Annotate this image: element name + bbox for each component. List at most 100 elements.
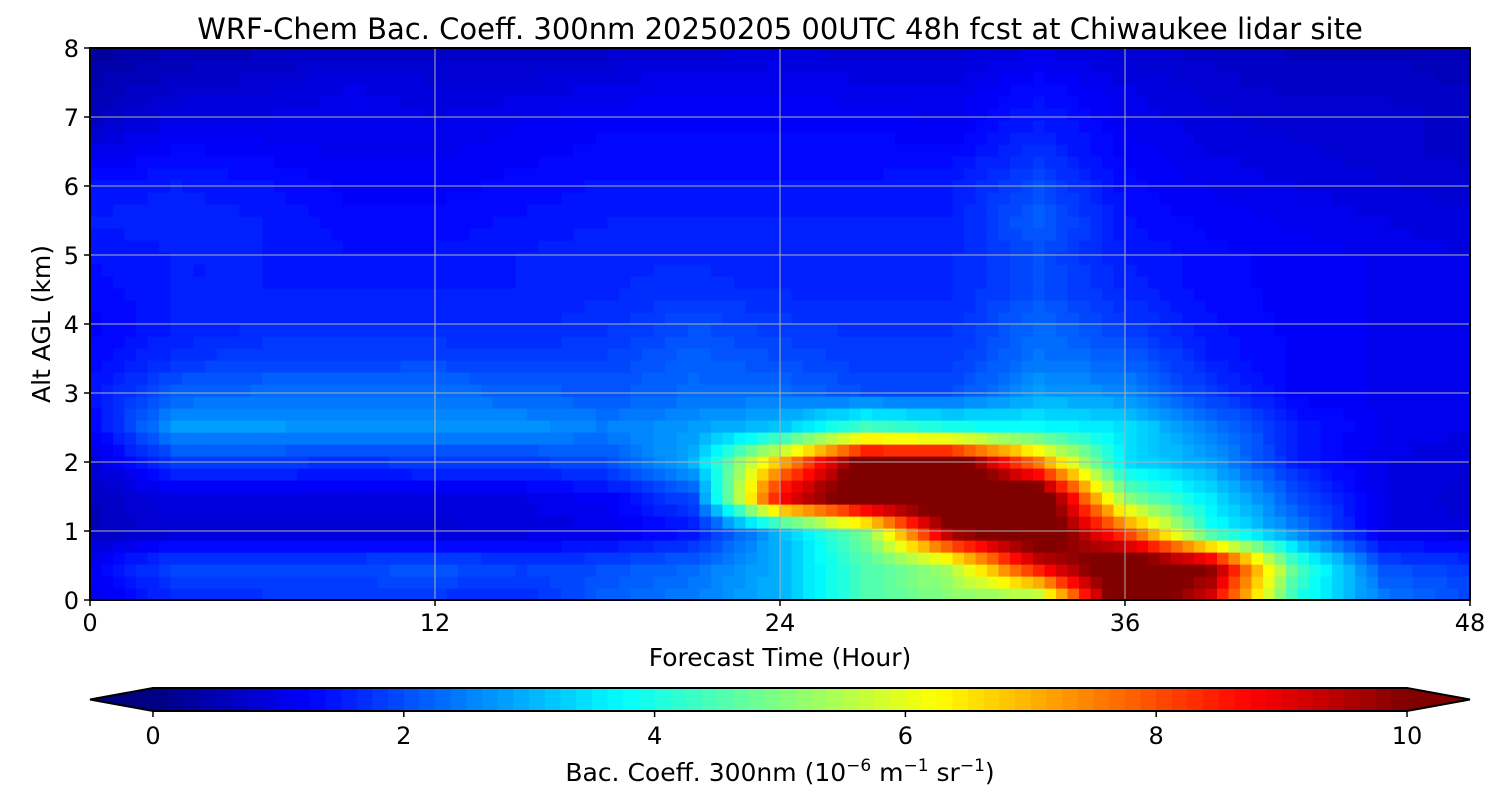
heatmap-cell [423,312,436,325]
heatmap-cell [205,492,218,505]
heatmap-cell [469,528,482,541]
heatmap-cell [170,468,183,481]
heatmap-cell [504,396,517,409]
heatmap-cell [964,552,977,565]
heatmap-cell [849,348,862,361]
heatmap-cell [860,432,873,445]
heatmap-cell [1458,480,1471,493]
heatmap-cell [596,552,609,565]
heatmap-cell [987,312,1000,325]
heatmap-cell [262,420,275,433]
heatmap-cell [90,132,103,145]
heatmap-cell [791,552,804,565]
heatmap-cell [1401,516,1414,529]
heatmap-cell [481,516,494,529]
heatmap-cell [676,204,689,217]
heatmap-cell [814,312,827,325]
heatmap-cell [895,528,908,541]
heatmap-cell [642,228,655,241]
heatmap-cell [745,336,758,349]
heatmap-cell [1366,444,1379,457]
heatmap-cell [941,384,954,397]
heatmap-cell [550,264,563,277]
heatmap-cell [1021,192,1034,205]
heatmap-cell [285,408,298,421]
heatmap-cell [757,588,770,601]
heatmap-cell [1159,288,1172,301]
heatmap-cell [1309,504,1322,517]
heatmap-cell [1159,324,1172,337]
heatmap-cell [1355,252,1368,265]
heatmap-cell [1447,528,1460,541]
heatmap-cell [412,108,425,121]
heatmap-cell [159,264,172,277]
heatmap-cell [987,372,1000,385]
heatmap-cell [297,264,310,277]
heatmap-cell [423,396,436,409]
heatmap-cell [768,96,781,109]
heatmap-cell [1378,420,1391,433]
heatmap-cell [941,444,954,457]
heatmap-cell [1044,552,1057,565]
heatmap-cell [1033,420,1046,433]
heatmap-cell [308,516,321,529]
heatmap-cell [952,144,965,157]
heatmap-cell [1263,576,1276,589]
heatmap-cell [780,216,793,229]
heatmap-cell [734,192,747,205]
heatmap-cell [688,396,701,409]
heatmap-cell [1125,408,1138,421]
heatmap-cell [527,204,540,217]
heatmap-cell [1217,168,1230,181]
heatmap-cell [1090,288,1103,301]
chart-title: WRF-Chem Bac. Coeff. 300nm 20250205 00UT… [197,12,1363,46]
heatmap-cell [826,156,839,169]
heatmap-cell [1447,420,1460,433]
heatmap-cell [768,480,781,493]
heatmap-cell [952,276,965,289]
heatmap-cell [1320,288,1333,301]
heatmap-cell [458,228,471,241]
heatmap-cell [205,252,218,265]
heatmap-cell [1447,192,1460,205]
heatmap-cell [182,576,195,589]
heatmap-cell [481,300,494,313]
heatmap-cell [1263,384,1276,397]
heatmap-cell [308,540,321,553]
heatmap-cell [895,564,908,577]
heatmap-cell [1378,156,1391,169]
heatmap-cell [688,324,701,337]
heatmap-cell [1458,204,1471,217]
heatmap-cell [711,288,724,301]
heatmap-cell [1435,168,1448,181]
heatmap-cell [504,408,517,421]
heatmap-cell [412,576,425,589]
heatmap-cell [1424,132,1437,145]
heatmap-cell [147,240,160,253]
heatmap-cell [147,216,160,229]
heatmap-cell [423,156,436,169]
heatmap-cell [1401,396,1414,409]
heatmap-cell [814,372,827,385]
heatmap-cell [952,528,965,541]
heatmap-cell [1251,468,1264,481]
heatmap-cell [504,300,517,313]
heatmap-cell [412,420,425,433]
heatmap-cell [1136,324,1149,337]
heatmap-cell [136,444,149,457]
heatmap-cell [297,276,310,289]
heatmap-cell [1205,384,1218,397]
heatmap-cell [504,168,517,181]
heatmap-cell [400,384,413,397]
heatmap-cell [1228,360,1241,373]
heatmap-cell [1228,288,1241,301]
heatmap-cell [1056,276,1069,289]
heatmap-cell [987,540,1000,553]
heatmap-cell [757,540,770,553]
heatmap-cell [1309,228,1322,241]
heatmap-cell [101,408,114,421]
heatmap-cell [1378,192,1391,205]
heatmap-cell [262,120,275,133]
heatmap-cell [366,540,379,553]
heatmap-cell [504,216,517,229]
